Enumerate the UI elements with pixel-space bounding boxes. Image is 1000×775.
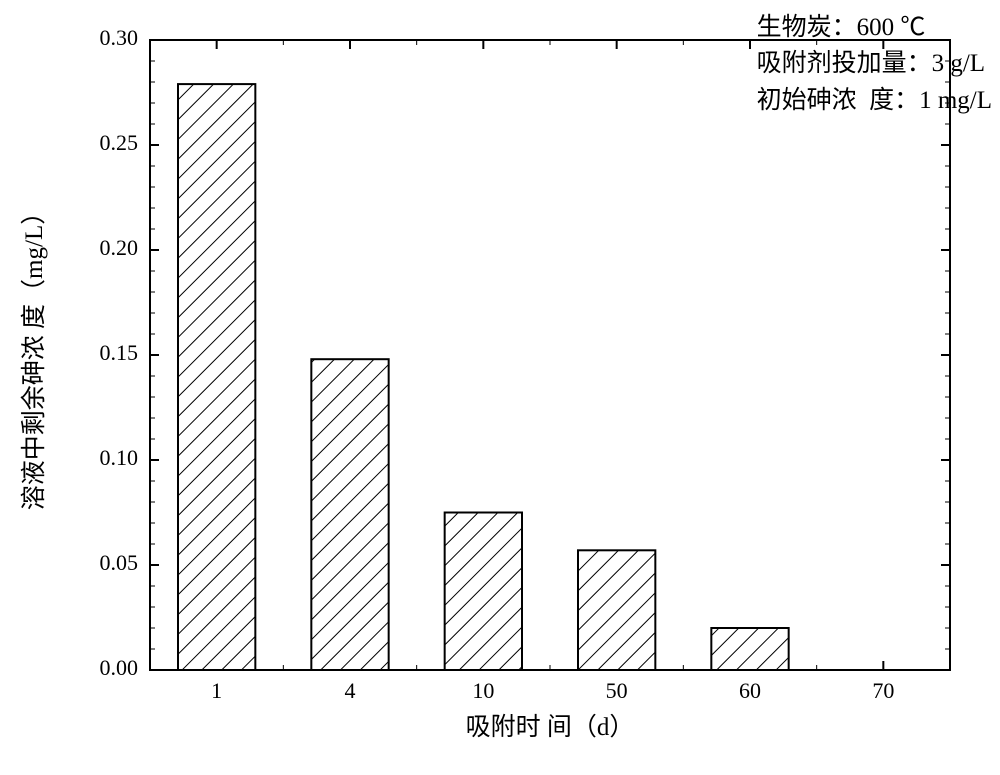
annotation-line: 初始砷浓 度：1 mg/L	[757, 83, 992, 119]
x-tick-label: 60	[739, 678, 761, 703]
x-axis-label: 吸附时 间（d）	[466, 713, 635, 741]
x-tick-label: 4	[345, 678, 356, 703]
x-tick-label: 10	[472, 678, 494, 703]
annotation-line: 吸附剂投加量：3 g/L	[757, 46, 992, 82]
bar	[578, 550, 655, 670]
chart-container: 0.00 0.05 0.10 0.15 0.20 0.25 0.30 1 4 10 50 60 70 溶液…	[0, 0, 1000, 775]
y-tick-label: 0.20	[100, 235, 139, 260]
y-tick-label: 0.30	[100, 25, 139, 50]
y-tick-label: 0.00	[100, 655, 139, 680]
x-tick-label: 50	[606, 678, 628, 703]
y-tick-label: 0.15	[100, 340, 139, 365]
bar	[311, 359, 388, 670]
plot-frame	[150, 40, 950, 670]
x-tick-label: 70	[872, 678, 894, 703]
x-tick-label: 1	[211, 678, 222, 703]
y-tick-label: 0.05	[100, 550, 139, 575]
annotation-line: 生物炭：600 ℃	[757, 10, 992, 46]
annotation-box: 生物炭：600 ℃吸附剂投加量：3 g/L初始砷浓 度：1 mg/L	[757, 10, 992, 119]
bar	[445, 513, 522, 671]
bar	[178, 84, 255, 670]
y-tick-label: 0.25	[100, 130, 139, 155]
y-axis-label: 溶液中剩余砷浓 度（mg/L）	[20, 200, 48, 510]
bar	[711, 628, 788, 670]
y-tick-label: 0.10	[100, 445, 139, 470]
